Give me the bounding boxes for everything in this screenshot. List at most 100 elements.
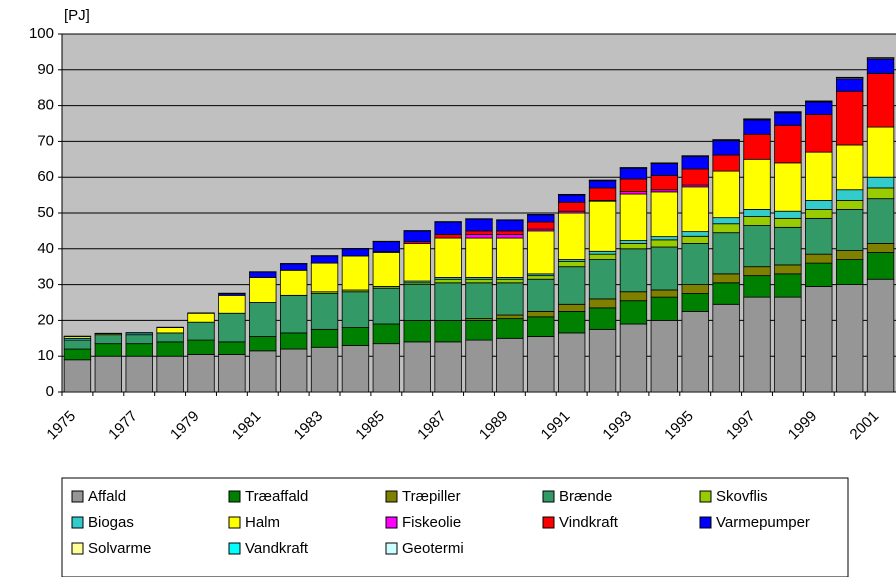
legend-swatch xyxy=(72,543,83,554)
bar-segment xyxy=(558,304,585,311)
bar-segment xyxy=(713,171,740,218)
bar-segment xyxy=(867,188,894,199)
x-tick-label: 1991 xyxy=(538,408,574,444)
bar-segment xyxy=(373,242,400,252)
bar-segment xyxy=(775,125,802,163)
bar-segment xyxy=(867,252,894,279)
bar-segment xyxy=(404,231,431,242)
x-tick-label: 1981 xyxy=(229,408,265,444)
bar-segment xyxy=(126,356,153,392)
bar-segment xyxy=(836,260,863,285)
legend-label: Varmepumper xyxy=(716,514,810,531)
bar-segment xyxy=(249,337,276,351)
bar-segment xyxy=(589,308,616,329)
legend-swatch xyxy=(386,517,397,528)
bar-segment xyxy=(249,277,276,302)
bar-segment xyxy=(435,279,462,283)
bar-segment xyxy=(497,234,524,238)
y-tick-label: 70 xyxy=(37,132,54,149)
bar-segment xyxy=(589,299,616,308)
bar-segment xyxy=(342,256,369,290)
legend-swatch xyxy=(229,491,240,502)
bar-segment xyxy=(836,200,863,209)
bar-segment xyxy=(836,79,863,92)
bar-segment xyxy=(836,190,863,201)
bar-segment xyxy=(373,288,400,324)
legend-label: Vandkraft xyxy=(245,540,309,557)
legend-label: Træaffald xyxy=(245,488,308,505)
x-tick-label: 2001 xyxy=(847,408,883,444)
x-tick-label: 1979 xyxy=(167,408,203,444)
bar-segment xyxy=(95,344,122,357)
bar-segment xyxy=(620,179,647,192)
legend-swatch xyxy=(72,517,83,528)
bar-segment xyxy=(311,294,338,330)
bar-segment xyxy=(342,345,369,392)
bar-segment xyxy=(404,243,431,281)
bar-segment xyxy=(775,265,802,274)
bar-segment xyxy=(527,215,554,222)
bar-segment xyxy=(713,155,740,171)
bar-segment xyxy=(775,227,802,265)
legend-swatch xyxy=(700,517,711,528)
x-tick-label: 1993 xyxy=(599,408,635,444)
bar-segment xyxy=(682,232,709,237)
y-tick-label: 60 xyxy=(37,168,54,185)
bar-segment xyxy=(497,319,524,339)
bar-segment xyxy=(558,213,585,260)
bar-segment xyxy=(280,333,307,349)
bar-segment xyxy=(682,294,709,312)
y-tick-label: 50 xyxy=(37,204,54,221)
bar-segment xyxy=(435,283,462,321)
bar-segment xyxy=(497,231,524,235)
bar-segment xyxy=(589,201,616,251)
bar-segment xyxy=(311,263,338,292)
bar-segment xyxy=(713,224,740,233)
bar-segment xyxy=(64,349,91,360)
y-tick-label: 40 xyxy=(37,240,54,257)
bar-segment xyxy=(805,286,832,392)
bar-segment xyxy=(342,328,369,346)
bar-segment xyxy=(682,236,709,243)
bar-segment xyxy=(651,247,678,290)
bar-segment xyxy=(497,220,524,231)
bar-segment xyxy=(775,163,802,211)
bar-segment xyxy=(527,317,554,337)
legend-swatch xyxy=(700,491,711,502)
bar-segment xyxy=(435,222,462,235)
legend-label: Vindkraft xyxy=(559,514,619,531)
bar-segment xyxy=(713,274,740,283)
x-tick-label: 1977 xyxy=(105,408,141,444)
bar-segment xyxy=(64,360,91,392)
bar-segment xyxy=(620,301,647,324)
bar-segment xyxy=(558,333,585,392)
bar-segment xyxy=(744,267,771,276)
bar-segment xyxy=(249,303,276,337)
bar-segment xyxy=(744,159,771,209)
bar-segment xyxy=(558,261,585,266)
bar-segment xyxy=(527,279,554,311)
bar-segment xyxy=(497,315,524,319)
bar-segment xyxy=(805,115,832,153)
legend-swatch xyxy=(229,543,240,554)
bar-segment xyxy=(651,240,678,247)
bar-segment xyxy=(682,311,709,392)
bar-segment xyxy=(527,337,554,392)
bar-segment xyxy=(219,295,246,313)
bar-segment xyxy=(280,349,307,392)
bar-segment xyxy=(682,187,709,232)
bar-segment xyxy=(713,283,740,304)
y-tick-label: 20 xyxy=(37,311,54,328)
bar-segment xyxy=(867,127,894,177)
bar-segment xyxy=(157,328,184,333)
legend-label: Skovflis xyxy=(716,488,768,505)
legend-label: Halm xyxy=(245,514,280,531)
bar-segment xyxy=(188,340,215,354)
bar-segment xyxy=(620,249,647,292)
bar-segment xyxy=(589,251,616,254)
bar-segment xyxy=(342,292,369,328)
bar-segment xyxy=(311,347,338,392)
bar-segment xyxy=(775,211,802,218)
bar-segment xyxy=(744,209,771,216)
bar-segment xyxy=(466,340,493,392)
